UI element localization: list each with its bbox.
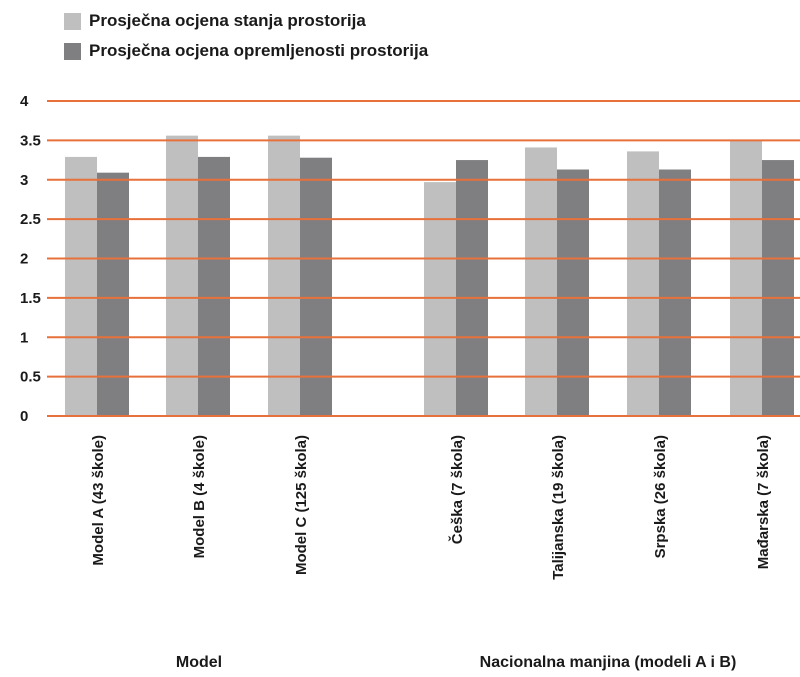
x-category-label-7: Mađarska (7 škola) (755, 435, 772, 569)
legend-swatch-series-2 (64, 42, 81, 60)
bar-series-2-4 (456, 160, 488, 416)
x-category-label-3: Model C (125 škola) (293, 435, 310, 575)
bar-series-2-7 (762, 160, 794, 416)
y-tick-label-3: 1.5 (20, 290, 41, 307)
bar-series-2-6 (659, 169, 691, 416)
y-tick-label-2: 1 (20, 329, 28, 346)
bar-series-1-1 (65, 156, 97, 416)
legend-item-series-2: Prosječna ocjena opremljenosti prostorij… (64, 36, 428, 66)
x-category-label-5: Talijanska (19 škola) (550, 435, 567, 580)
bar-series-2-2 (198, 156, 230, 416)
bar-series-2-5 (557, 169, 589, 416)
bar-series-1-4 (424, 182, 456, 416)
x-category-label-6: Srpska (26 škola) (652, 435, 669, 558)
y-tick-label-8: 4 (20, 93, 29, 110)
y-tick-label-4: 2 (20, 251, 28, 268)
bar-series-1-2 (166, 135, 198, 416)
y-tick-label-6: 3 (20, 172, 28, 189)
bar-series-2-1 (97, 172, 129, 416)
x-category-label-2: Model B (4 škole) (191, 435, 208, 558)
bar-series-1-7 (730, 140, 762, 416)
bar-series-1-5 (525, 147, 557, 416)
x-group-label-2: Nacionalna manjina (modeli A i B) (480, 654, 737, 671)
x-category-label-4: Češka (7 škola) (448, 435, 466, 544)
bar-series-1-6 (627, 151, 659, 416)
bar-series-1-3 (268, 135, 300, 416)
legend: Prosječna ocjena stanja prostorija Prosj… (64, 6, 428, 66)
legend-swatch-series-1 (64, 12, 81, 30)
y-tick-label-0: 0 (20, 408, 28, 425)
x-group-label-1: Model (176, 654, 222, 671)
y-tick-label-1: 0.5 (20, 369, 41, 386)
bar-series-2-3 (300, 157, 332, 416)
legend-item-series-1: Prosječna ocjena stanja prostorija (64, 6, 428, 36)
y-tick-label-5: 2.5 (20, 211, 41, 228)
legend-label-series-1: Prosječna ocjena stanja prostorija (89, 11, 366, 30)
legend-label-series-2: Prosječna ocjena opremljenosti prostorij… (89, 41, 429, 60)
x-category-label-1: Model A (43 škole) (90, 435, 107, 566)
y-tick-label-7: 3.5 (20, 132, 41, 149)
